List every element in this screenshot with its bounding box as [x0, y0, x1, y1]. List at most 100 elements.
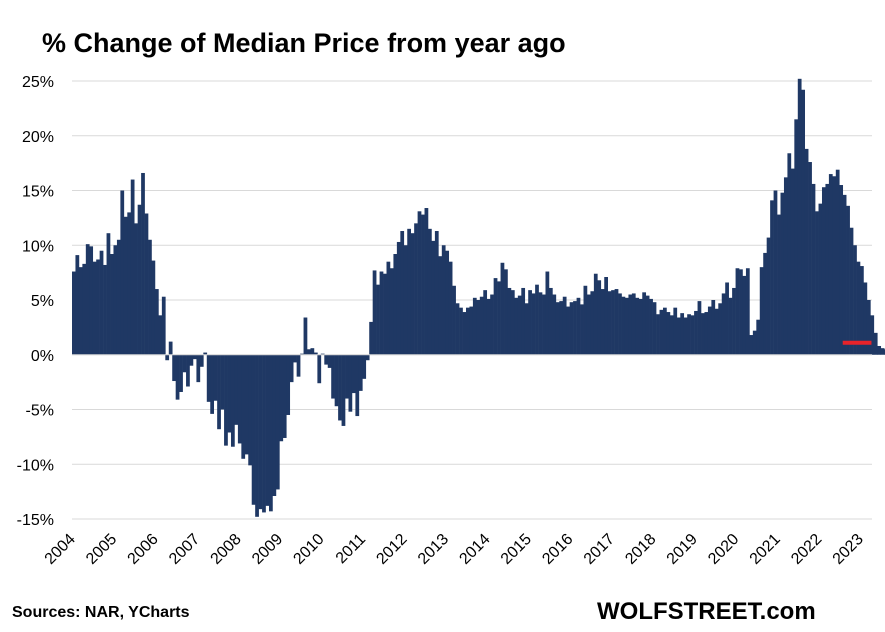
bar	[407, 228, 412, 355]
bar	[186, 354, 190, 387]
bar	[846, 205, 850, 355]
bar	[341, 354, 346, 426]
x-tick-label: 2023	[830, 531, 867, 568]
x-tick-label: 2016	[539, 531, 576, 568]
bar	[300, 353, 304, 355]
bar	[701, 313, 705, 355]
bar	[434, 231, 439, 355]
bar	[863, 282, 868, 355]
bar	[72, 271, 76, 355]
bar	[479, 296, 484, 355]
bar	[676, 317, 681, 355]
bar	[154, 289, 159, 355]
bar	[345, 354, 349, 399]
bar-series	[72, 78, 885, 517]
bar	[307, 349, 311, 355]
bar	[680, 313, 685, 355]
bar	[880, 348, 885, 355]
bar	[320, 353, 325, 355]
bar	[417, 211, 422, 355]
bar	[604, 277, 609, 355]
bar	[635, 297, 640, 355]
bar	[82, 263, 87, 355]
bar	[524, 303, 529, 355]
bar	[317, 354, 322, 384]
bar	[718, 303, 723, 355]
bar	[562, 296, 567, 355]
bar	[179, 354, 183, 392]
bar	[538, 292, 543, 355]
bar	[849, 227, 854, 355]
bar	[355, 354, 360, 417]
bar	[234, 354, 239, 425]
bar	[649, 298, 653, 355]
bar	[441, 245, 446, 355]
bar	[739, 269, 743, 355]
bar	[462, 312, 467, 355]
bar	[808, 162, 812, 355]
x-tick-label: 2018	[622, 531, 659, 568]
bar	[842, 194, 847, 355]
bar	[165, 354, 170, 361]
bar	[659, 309, 664, 355]
bar	[303, 317, 308, 355]
bar	[448, 261, 453, 355]
bar	[752, 330, 757, 355]
bar	[597, 280, 602, 355]
bar	[756, 319, 761, 355]
bar	[410, 233, 415, 355]
bar	[797, 78, 802, 355]
x-tick-label: 2005	[83, 531, 120, 568]
x-tick-label: 2014	[456, 531, 493, 568]
bar	[611, 290, 615, 355]
bar	[666, 312, 671, 355]
bar	[580, 304, 584, 355]
x-axis: 2004 2005 2006 2007 2008 2009 2010 2011 2012 2013…	[42, 531, 867, 568]
y-tick-label: -5%	[26, 403, 54, 420]
bar	[825, 183, 830, 355]
bar	[497, 281, 501, 355]
bar	[431, 240, 436, 355]
y-tick-label: 15%	[22, 184, 54, 201]
bar	[237, 354, 242, 444]
bar	[265, 354, 270, 506]
bar	[275, 354, 280, 490]
bar	[483, 290, 488, 355]
bar	[469, 306, 474, 355]
bar	[258, 354, 263, 510]
x-tick-label: 2015	[498, 531, 535, 568]
bar	[123, 216, 128, 355]
bar	[535, 284, 539, 355]
bar	[324, 354, 329, 365]
bar	[89, 246, 94, 355]
bar	[507, 287, 512, 355]
bar	[624, 297, 629, 355]
bar	[289, 354, 294, 383]
x-tick-label: 2012	[373, 531, 410, 568]
bar	[818, 203, 823, 355]
bar	[210, 354, 215, 414]
bar	[168, 341, 173, 355]
bar	[694, 310, 698, 355]
bar	[853, 245, 857, 355]
bar	[120, 190, 125, 355]
bar	[870, 315, 875, 355]
bar	[161, 296, 166, 355]
bar	[548, 287, 553, 355]
bar	[642, 292, 647, 355]
bar	[628, 294, 633, 355]
bar	[296, 354, 301, 377]
bar	[313, 352, 318, 355]
bar	[860, 266, 864, 355]
x-tick-label: 2007	[166, 531, 203, 568]
bar	[203, 352, 208, 355]
bar	[244, 354, 249, 455]
bar	[566, 306, 570, 355]
bar	[683, 317, 688, 355]
bar	[421, 214, 425, 355]
bar	[75, 255, 80, 355]
bar	[379, 271, 384, 355]
bar	[137, 204, 142, 355]
bar	[365, 354, 370, 361]
bar	[486, 298, 491, 355]
